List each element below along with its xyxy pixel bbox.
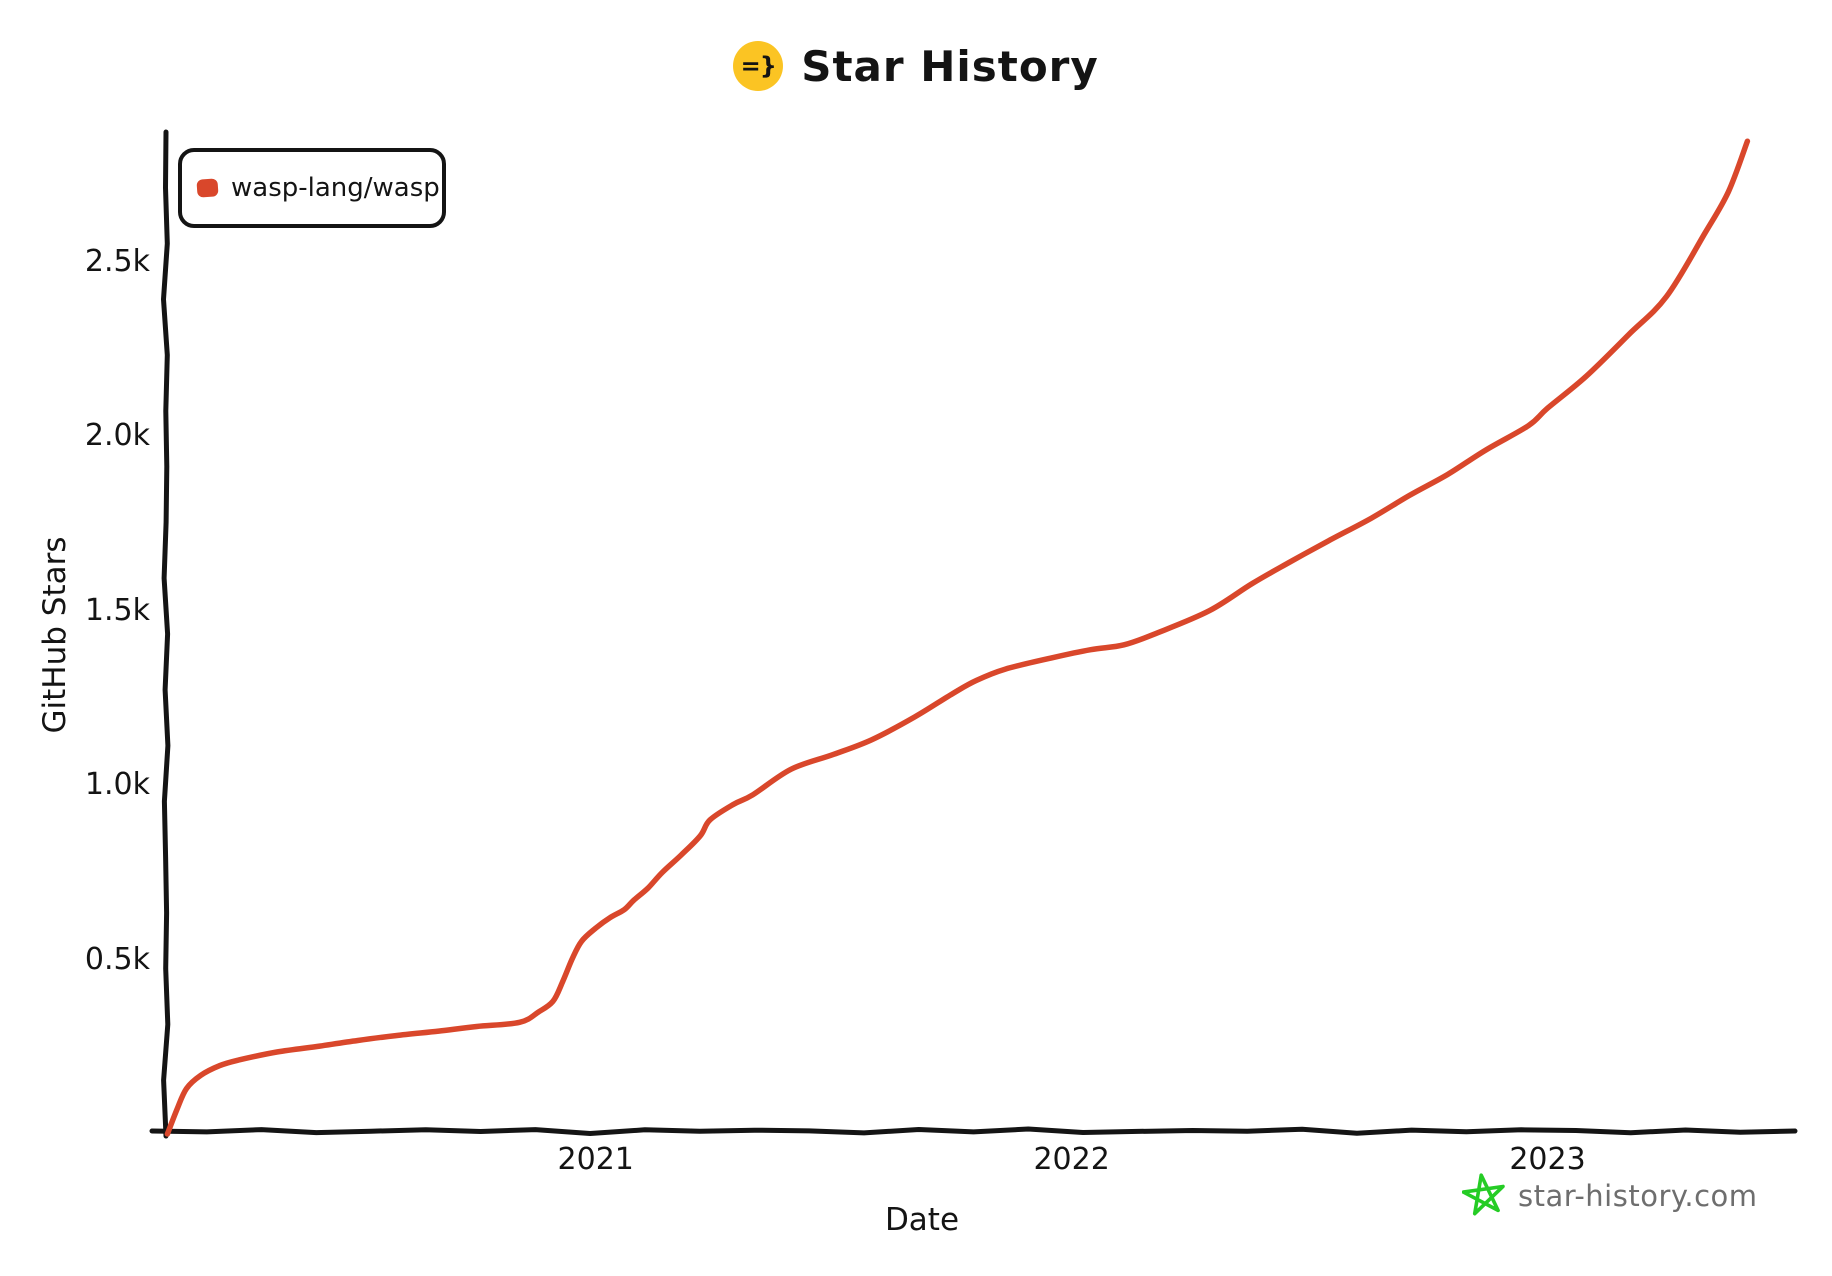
y-tick-label: 1.5k — [84, 592, 150, 628]
star-history-logo-icon: =} — [733, 41, 784, 91]
y-tick-label: 1.0k — [84, 767, 150, 803]
x-tick-label: 2022 — [1033, 1142, 1110, 1177]
legend-series-label: wasp-lang/wasp — [231, 173, 440, 203]
y-axis-line — [161, 129, 171, 1139]
y-tick-label: 0.5k — [84, 941, 150, 977]
series-marker-icon — [196, 178, 219, 198]
chart-title: Star History — [801, 41, 1099, 91]
x-tick-label: 2021 — [557, 1142, 634, 1177]
y-tick-label: 2.5k — [84, 243, 150, 279]
x-axis-line — [149, 1126, 1798, 1136]
x-tick-label: 2023 — [1509, 1142, 1586, 1177]
watermark-link[interactable]: star-history.com — [1518, 1178, 1758, 1213]
chart-title-row: =} Star History — [0, 38, 1832, 94]
legend-box: wasp-lang/wasp — [178, 148, 446, 228]
y-tick-label: 2.0k — [84, 418, 150, 454]
series-line-wasp-lang-wasp — [164, 138, 1751, 1137]
green-star-icon — [1462, 1173, 1505, 1216]
x-axis-title: Date — [884, 1202, 960, 1238]
watermark[interactable]: star-history.com — [1462, 1172, 1758, 1219]
